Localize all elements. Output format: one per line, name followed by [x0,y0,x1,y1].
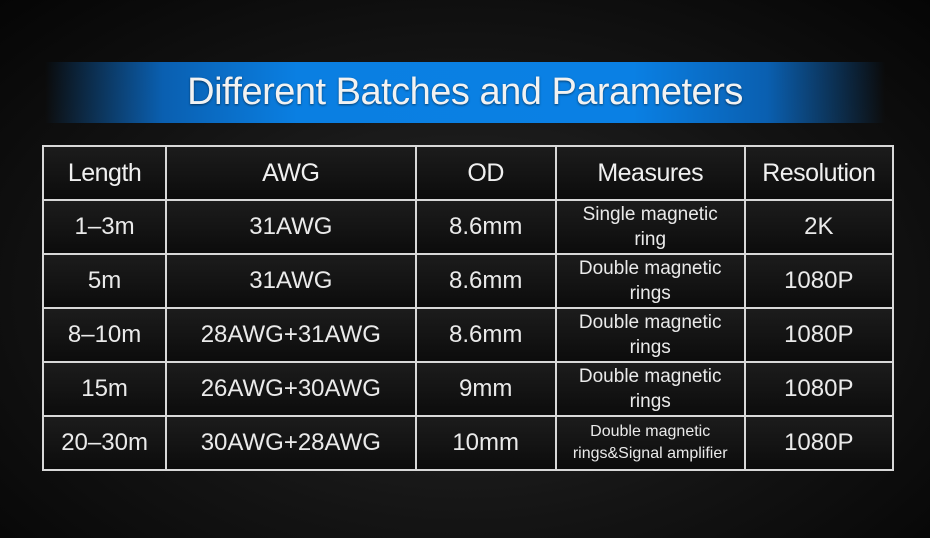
cell-od: 9mm [414,361,557,417]
table-row: 15m 26AWG+30AWG 9mm Double magnetic rings 10… [41,361,895,417]
cell-length: 5m [41,253,168,309]
cell-awg: 28AWG+31AWG [165,307,417,363]
cell-resolution: 2K [743,199,895,255]
page-title: Different Batches and Parameters [187,71,743,113]
header-od: OD [414,145,557,201]
cell-od: 8.6mm [414,199,557,255]
cell-awg: 26AWG+30AWG [165,361,417,417]
cell-measures: Double magnetic rings [554,361,746,417]
cell-awg: 31AWG [165,253,417,309]
table-header-row: Length AWG OD Measures Resolution [41,145,895,201]
cell-resolution: 1080P [743,415,895,471]
header-length: Length [41,145,168,201]
cell-measures: Double magnetic rings [554,253,746,309]
cell-awg: 30AWG+28AWG [165,415,417,471]
cell-measures: Double magnetic rings&Signal amplifier [554,415,746,471]
header-measures: Measures [554,145,746,201]
cell-resolution: 1080P [743,361,895,417]
table-row: 5m 31AWG 8.6mm Double magnetic rings 1080P [41,253,895,309]
cell-length: 15m [41,361,168,417]
cell-length: 8–10m [41,307,168,363]
table-row: 1–3m 31AWG 8.6mm Single magnetic ring 2K [41,199,895,255]
cell-resolution: 1080P [743,253,895,309]
table-row: 8–10m 28AWG+31AWG 8.6mm Double magnetic rin… [41,307,895,363]
table-row: 20–30m 30AWG+28AWG 10mm Double magnetic rin… [41,415,895,471]
cell-length: 1–3m [41,199,168,255]
header-awg: AWG [165,145,417,201]
cell-resolution: 1080P [743,307,895,363]
cell-measures: Single magnetic ring [554,199,746,255]
cell-od: 8.6mm [414,307,557,363]
cell-od: 8.6mm [414,253,557,309]
cell-length: 20–30m [41,415,168,471]
header-resolution: Resolution [743,145,895,201]
cell-od: 10mm [414,415,557,471]
title-banner: Different Batches and Parameters [45,62,885,123]
cell-awg: 31AWG [165,199,417,255]
cell-measures: Double magnetic rings [554,307,746,363]
parameters-table: Length AWG OD Measures Resolution 1–3m 31… [41,145,895,471]
